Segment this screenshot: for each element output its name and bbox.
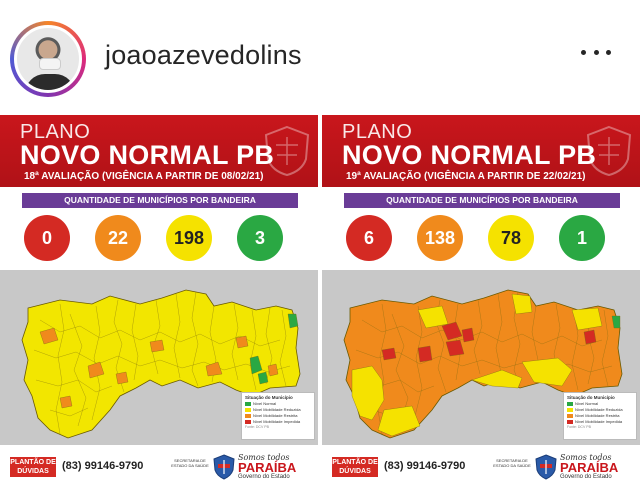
legend-item-restrita: Nível Mobilidade Restrita xyxy=(245,413,311,418)
municipality-region xyxy=(381,347,397,361)
legend-item-impedida: Nível Mobilidade Impedida xyxy=(567,419,633,424)
gov-subtitle: Governo do Estado xyxy=(560,474,612,480)
state-crest-icon xyxy=(264,125,310,177)
plan-title: NOVO NORMAL PB xyxy=(342,140,597,170)
image-divider xyxy=(318,115,322,495)
legend-item-normal: Nível Normal xyxy=(567,401,633,406)
username-link[interactable]: joaoazevedolins xyxy=(105,40,302,70)
municipality-region xyxy=(59,395,73,409)
state-map-svg xyxy=(21,289,301,439)
phone-number: (83) 99146-9790 xyxy=(384,460,466,472)
municipality-region xyxy=(417,305,449,329)
state-crest-icon xyxy=(586,125,632,177)
government-logo: Somos todos PARAÍBA Governo do Estado xyxy=(560,453,630,480)
municipality-region xyxy=(87,361,105,379)
secretaria-label: SECRETARIA DE ESTADO DA SAÚDE xyxy=(171,458,209,468)
municipality-region xyxy=(377,405,421,437)
municipality-region xyxy=(287,313,299,329)
avatar-mask xyxy=(39,58,61,70)
municipality-region xyxy=(267,363,279,377)
legend-item-impedida: Nível Mobilidade Impedida xyxy=(245,419,311,424)
avatar-icon[interactable] xyxy=(14,25,82,93)
red-flag-count: 0 xyxy=(24,215,70,261)
green-flag-count: 1 xyxy=(559,215,605,261)
map-legend: Situação do Município Nível Normal Nível… xyxy=(563,392,637,440)
plan-label: PLANO xyxy=(20,121,91,143)
municipality-region xyxy=(417,345,433,363)
map-legend: Situação do Município Nível Normal Nível… xyxy=(241,392,315,440)
yellow-flag-count: 198 xyxy=(166,215,212,261)
plan-banner: PLANO NOVO NORMAL PB 19ª AVALIAÇÃO (VIGÊ… xyxy=(322,115,640,187)
legend-item-restrita: Nível Mobilidade Restrita xyxy=(567,413,633,418)
panel-footer: PLANTÃO DE DÚVIDAS (83) 99146-9790 SECRE… xyxy=(322,450,640,495)
state-seal-icon xyxy=(213,454,235,480)
gov-slogan: Somos todos xyxy=(560,453,612,462)
gov-state-name: PARAÍBA xyxy=(560,460,619,475)
gov-state-name: PARAÍBA xyxy=(238,460,297,475)
municipality-region xyxy=(351,365,385,421)
secretaria-label: SECRETARIA DE ESTADO DA SAÚDE xyxy=(493,458,531,468)
avatar-suit xyxy=(25,74,75,90)
government-logo: Somos todos PARAÍBA Governo do Estado xyxy=(238,453,308,480)
municipality-region xyxy=(461,327,475,343)
orange-flag-count: 138 xyxy=(417,215,463,261)
legend-item-reduzida: Nível Mobilidade Reduzida xyxy=(245,407,311,412)
municipality-region xyxy=(471,369,523,389)
municipality-region xyxy=(583,329,597,345)
panel-footer: PLANTÃO DE DÚVIDAS (83) 99146-9790 SECRE… xyxy=(0,450,318,495)
legend-title: Situação do Município xyxy=(245,395,293,400)
evaluation-label: 18ª AVALIAÇÃO (VIGÊNCIA A PARTIR DE 08/0… xyxy=(24,171,264,182)
evaluation-label: 19ª AVALIAÇÃO (VIGÊNCIA A PARTIR DE 22/0… xyxy=(346,171,586,182)
legend-title: Situação do Município xyxy=(567,395,615,400)
flag-counts: 6 138 78 1 xyxy=(322,215,640,263)
plan-title: NOVO NORMAL PB xyxy=(20,140,275,170)
municipality-count-label: QUANTIDADE DE MUNICÍPIOS POR BANDEIRA xyxy=(22,193,298,208)
avatar-story-ring[interactable] xyxy=(10,21,86,97)
dot xyxy=(593,49,599,55)
municipality-region xyxy=(445,339,465,357)
legend-source: Fonte: DCV PB xyxy=(567,425,591,429)
yellow-flag-count: 78 xyxy=(488,215,534,261)
municipality-region xyxy=(511,293,533,315)
gov-slogan: Somos todos xyxy=(238,453,290,462)
dot xyxy=(606,49,611,55)
gov-subtitle: Governo do Estado xyxy=(238,474,290,480)
paraiba-map: Situação do Município Nível Normal Nível… xyxy=(322,270,640,445)
image-panel-19[interactable]: PLANO NOVO NORMAL PB 19ª AVALIAÇÃO (VIGÊ… xyxy=(322,115,640,495)
legend-source: Fonte: DCV PB xyxy=(245,425,269,429)
red-flag-count: 6 xyxy=(346,215,392,261)
plantao-badge: PLANTÃO DE DÚVIDAS xyxy=(10,457,56,477)
flag-counts: 0 22 198 3 xyxy=(0,215,318,263)
municipality-region xyxy=(521,357,573,387)
post-header: joaoazevedolins xyxy=(0,0,640,115)
municipality-region xyxy=(611,315,621,329)
municipality-region xyxy=(39,327,59,345)
plan-banner: PLANO NOVO NORMAL PB 18ª AVALIAÇÃO (VIGÊ… xyxy=(0,115,318,187)
green-flag-count: 3 xyxy=(237,215,283,261)
plan-label: PLANO xyxy=(342,121,413,143)
municipality-region xyxy=(249,355,263,375)
municipality-region xyxy=(441,321,463,341)
more-options-icon[interactable] xyxy=(581,46,611,58)
legend-item-reduzida: Nível Mobilidade Reduzida xyxy=(567,407,633,412)
paraiba-map: Situação do Município Nível Normal Nível… xyxy=(0,270,318,445)
state-map-svg xyxy=(343,289,623,439)
municipality-region xyxy=(571,307,603,331)
dot xyxy=(581,49,586,55)
orange-flag-count: 22 xyxy=(95,215,141,261)
legend-item-normal: Nível Normal xyxy=(245,401,311,406)
phone-number: (83) 99146-9790 xyxy=(62,460,144,472)
municipality-region xyxy=(205,361,223,377)
municipality-region xyxy=(115,371,129,385)
image-panel-18[interactable]: PLANO NOVO NORMAL PB 18ª AVALIAÇÃO (VIGÊ… xyxy=(0,115,318,495)
municipality-region xyxy=(235,335,249,349)
municipality-region xyxy=(257,371,269,385)
plantao-badge: PLANTÃO DE DÚVIDAS xyxy=(332,457,378,477)
state-seal-icon xyxy=(535,454,557,480)
municipality-region xyxy=(149,339,165,353)
municipality-count-label: QUANTIDADE DE MUNICÍPIOS POR BANDEIRA xyxy=(344,193,620,208)
